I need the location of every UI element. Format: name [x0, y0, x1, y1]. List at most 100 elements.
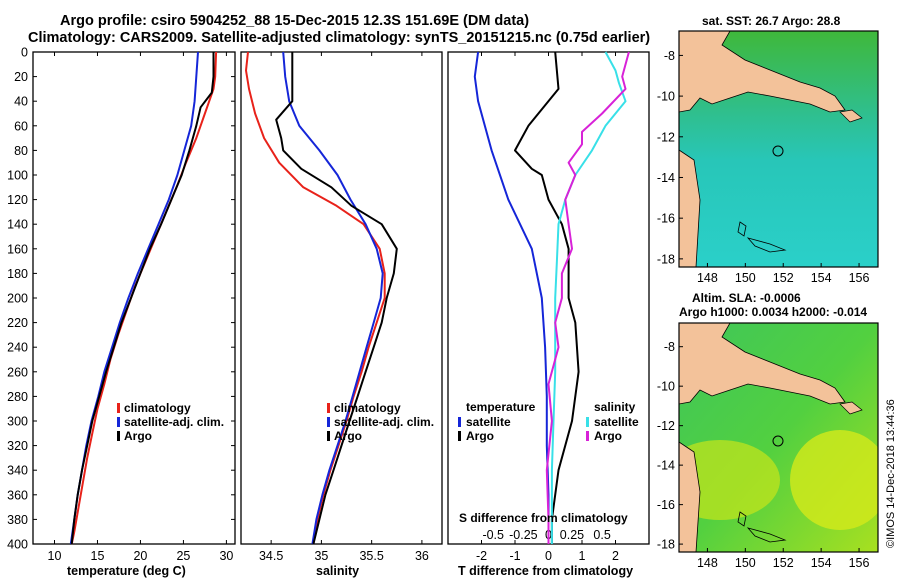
salinity-tick-label: 36: [415, 549, 429, 563]
map-lon-tick-label: 148: [697, 556, 718, 570]
temperature-series-argo: [70, 52, 215, 545]
map-lat-tick-label: -18: [657, 538, 675, 552]
sst-map-frame: [678, 30, 879, 268]
legend-label-argo: Argo: [334, 429, 362, 443]
legend-swatch-s-argo: [586, 431, 589, 441]
s-difference-tick-label: -0.5: [482, 528, 504, 542]
legend-label-climatology: climatology: [124, 401, 191, 415]
depth-tick-label: 240: [7, 341, 28, 355]
temperature-panel: 0204060801001201401601802002202402602803…: [7, 46, 649, 578]
legend-label-satellite: satellite-adj. clim.: [124, 415, 224, 429]
legend-label-climatology: climatology: [334, 401, 401, 415]
legend-label-t-satellite: satellite: [466, 415, 511, 429]
depth-tick-label: 140: [7, 218, 28, 232]
s-difference-tick-label: 0.5: [593, 528, 610, 542]
legend-swatch-climatology: [327, 403, 330, 413]
imos-credit: ©IMOS 14-Dec-2018 13:44:36: [885, 399, 897, 548]
s-difference-label: S difference from climatology: [459, 511, 628, 525]
legend-swatch-s-satellite: [586, 417, 589, 427]
depth-tick-label: 340: [7, 464, 28, 478]
figure-title-line1: Argo profile: csiro 5904252_88 15-Dec-20…: [60, 13, 529, 29]
sst-lat-tick-labels: -8 -10 -12 -14 -16 -18: [657, 49, 683, 266]
map-lat-tick-label: -12: [657, 130, 675, 144]
map-lat-tick-label: -8: [664, 340, 675, 354]
sst-land-australia: [679, 149, 701, 267]
legend-swatch-satellite: [117, 417, 120, 427]
legend-swatch-argo: [117, 431, 120, 441]
temperature-legend: climatology satellite-adj. clim. Argo: [117, 401, 224, 443]
salinity-tick-label: 34.5: [259, 549, 283, 563]
legend-title-salinity: salinity: [594, 400, 636, 414]
sst-land-new-guinea: [679, 31, 846, 113]
map-lon-tick-label: 150: [735, 271, 756, 285]
map-lon-tick-label: 156: [849, 271, 870, 285]
salinity-xlabel: salinity: [316, 564, 359, 578]
map-lat-tick-label: -18: [657, 252, 675, 266]
depth-tick-label: 360: [7, 488, 28, 502]
legend-label-s-satellite: satellite: [594, 415, 639, 429]
salinity-legend: climatology satellite-adj. clim. Argo: [327, 401, 434, 443]
map-lat-tick-label: -10: [657, 90, 675, 104]
depth-tick-label: 60: [14, 119, 28, 133]
legend-swatch-satellite: [327, 417, 330, 427]
temperature-tick-label: 15: [91, 549, 105, 563]
difference-tick-label: -1: [509, 549, 520, 563]
temperature-axes-frame: [32, 51, 236, 545]
salinity-panel: 34.5 35 35.5 36 salinity climatology satell…: [240, 51, 443, 578]
depth-tick-label: 160: [7, 242, 28, 256]
salinity-tick-labels: 34.5 35 35.5 36: [259, 52, 429, 563]
difference-tick-label: 0: [545, 549, 552, 563]
depth-tick-label: 260: [7, 365, 28, 379]
difference-tick-label: 2: [612, 549, 619, 563]
legend-swatch-t-argo: [458, 431, 461, 441]
depth-tick-label: 100: [7, 169, 28, 183]
salinity-series: [245, 51, 398, 545]
depth-tick-label: 180: [7, 267, 28, 281]
depth-tick-label: 400: [7, 538, 28, 552]
map-lon-tick-label: 148: [697, 271, 718, 285]
salinity-tick-label: 35: [314, 549, 328, 563]
sla-map-frame: [678, 322, 879, 553]
difference-series: [473, 51, 630, 544]
sla-high-anomaly-east: [790, 430, 878, 530]
temperature-tick-label: 25: [176, 549, 190, 563]
sst-map: sat. SST: 26.7 Argo: 28.8 148 150 152 154 15…: [657, 14, 879, 285]
legend-swatch-t-satellite: [458, 417, 461, 427]
temperature-difference-legend: temperature satellite Argo: [458, 400, 536, 443]
salinity-tick-label: 35.5: [359, 549, 383, 563]
legend-swatch-argo: [327, 431, 330, 441]
legend-label-argo: Argo: [124, 429, 152, 443]
s-difference-tick-label: -0.25: [509, 528, 538, 542]
map-lat-tick-label: -10: [657, 380, 675, 394]
difference-tick-label: -2: [476, 549, 487, 563]
map-lon-tick-label: 152: [773, 556, 794, 570]
depth-tick-label: 380: [7, 513, 28, 527]
difference-series-salinity-argo: [545, 51, 630, 544]
sst-land-island: [839, 109, 863, 123]
sla-reefs: [737, 511, 787, 543]
legend-label-t-argo: Argo: [466, 429, 494, 443]
sst-argo-location: [772, 145, 784, 157]
temperature-xlabel: temperature (deg C): [67, 564, 186, 578]
difference-series-temperature-argo: [514, 51, 580, 544]
salinity-difference-legend: salinity satellite Argo: [586, 400, 639, 443]
sla-lat-tick-labels: -8 -10 -12 -14 -16 -18: [657, 340, 683, 552]
depth-tick-label: 320: [7, 439, 28, 453]
temperature-tick-label: 20: [133, 549, 147, 563]
sla-map-title-line1: Altim. SLA: -0.0006: [692, 291, 801, 305]
map-lat-tick-label: -14: [657, 459, 675, 473]
legend-label-s-argo: Argo: [594, 429, 622, 443]
t-difference-xlabel: T difference from climatology: [458, 564, 633, 578]
depth-tick-label: 300: [7, 415, 28, 429]
salinity-series-satellite-adj-clim-: [282, 51, 384, 545]
legend-label-satellite: satellite-adj. clim.: [334, 415, 434, 429]
sla-argo-location: [772, 435, 784, 447]
depth-tick-label: 120: [7, 193, 28, 207]
salinity-axes-frame: [240, 51, 443, 545]
sla-high-anomaly-west: [679, 440, 780, 520]
map-lon-tick-label: 150: [735, 556, 756, 570]
temperature-tick-label: 30: [219, 549, 233, 563]
sla-land-new-guinea: [679, 323, 846, 405]
map-lat-tick-label: -16: [657, 498, 675, 512]
